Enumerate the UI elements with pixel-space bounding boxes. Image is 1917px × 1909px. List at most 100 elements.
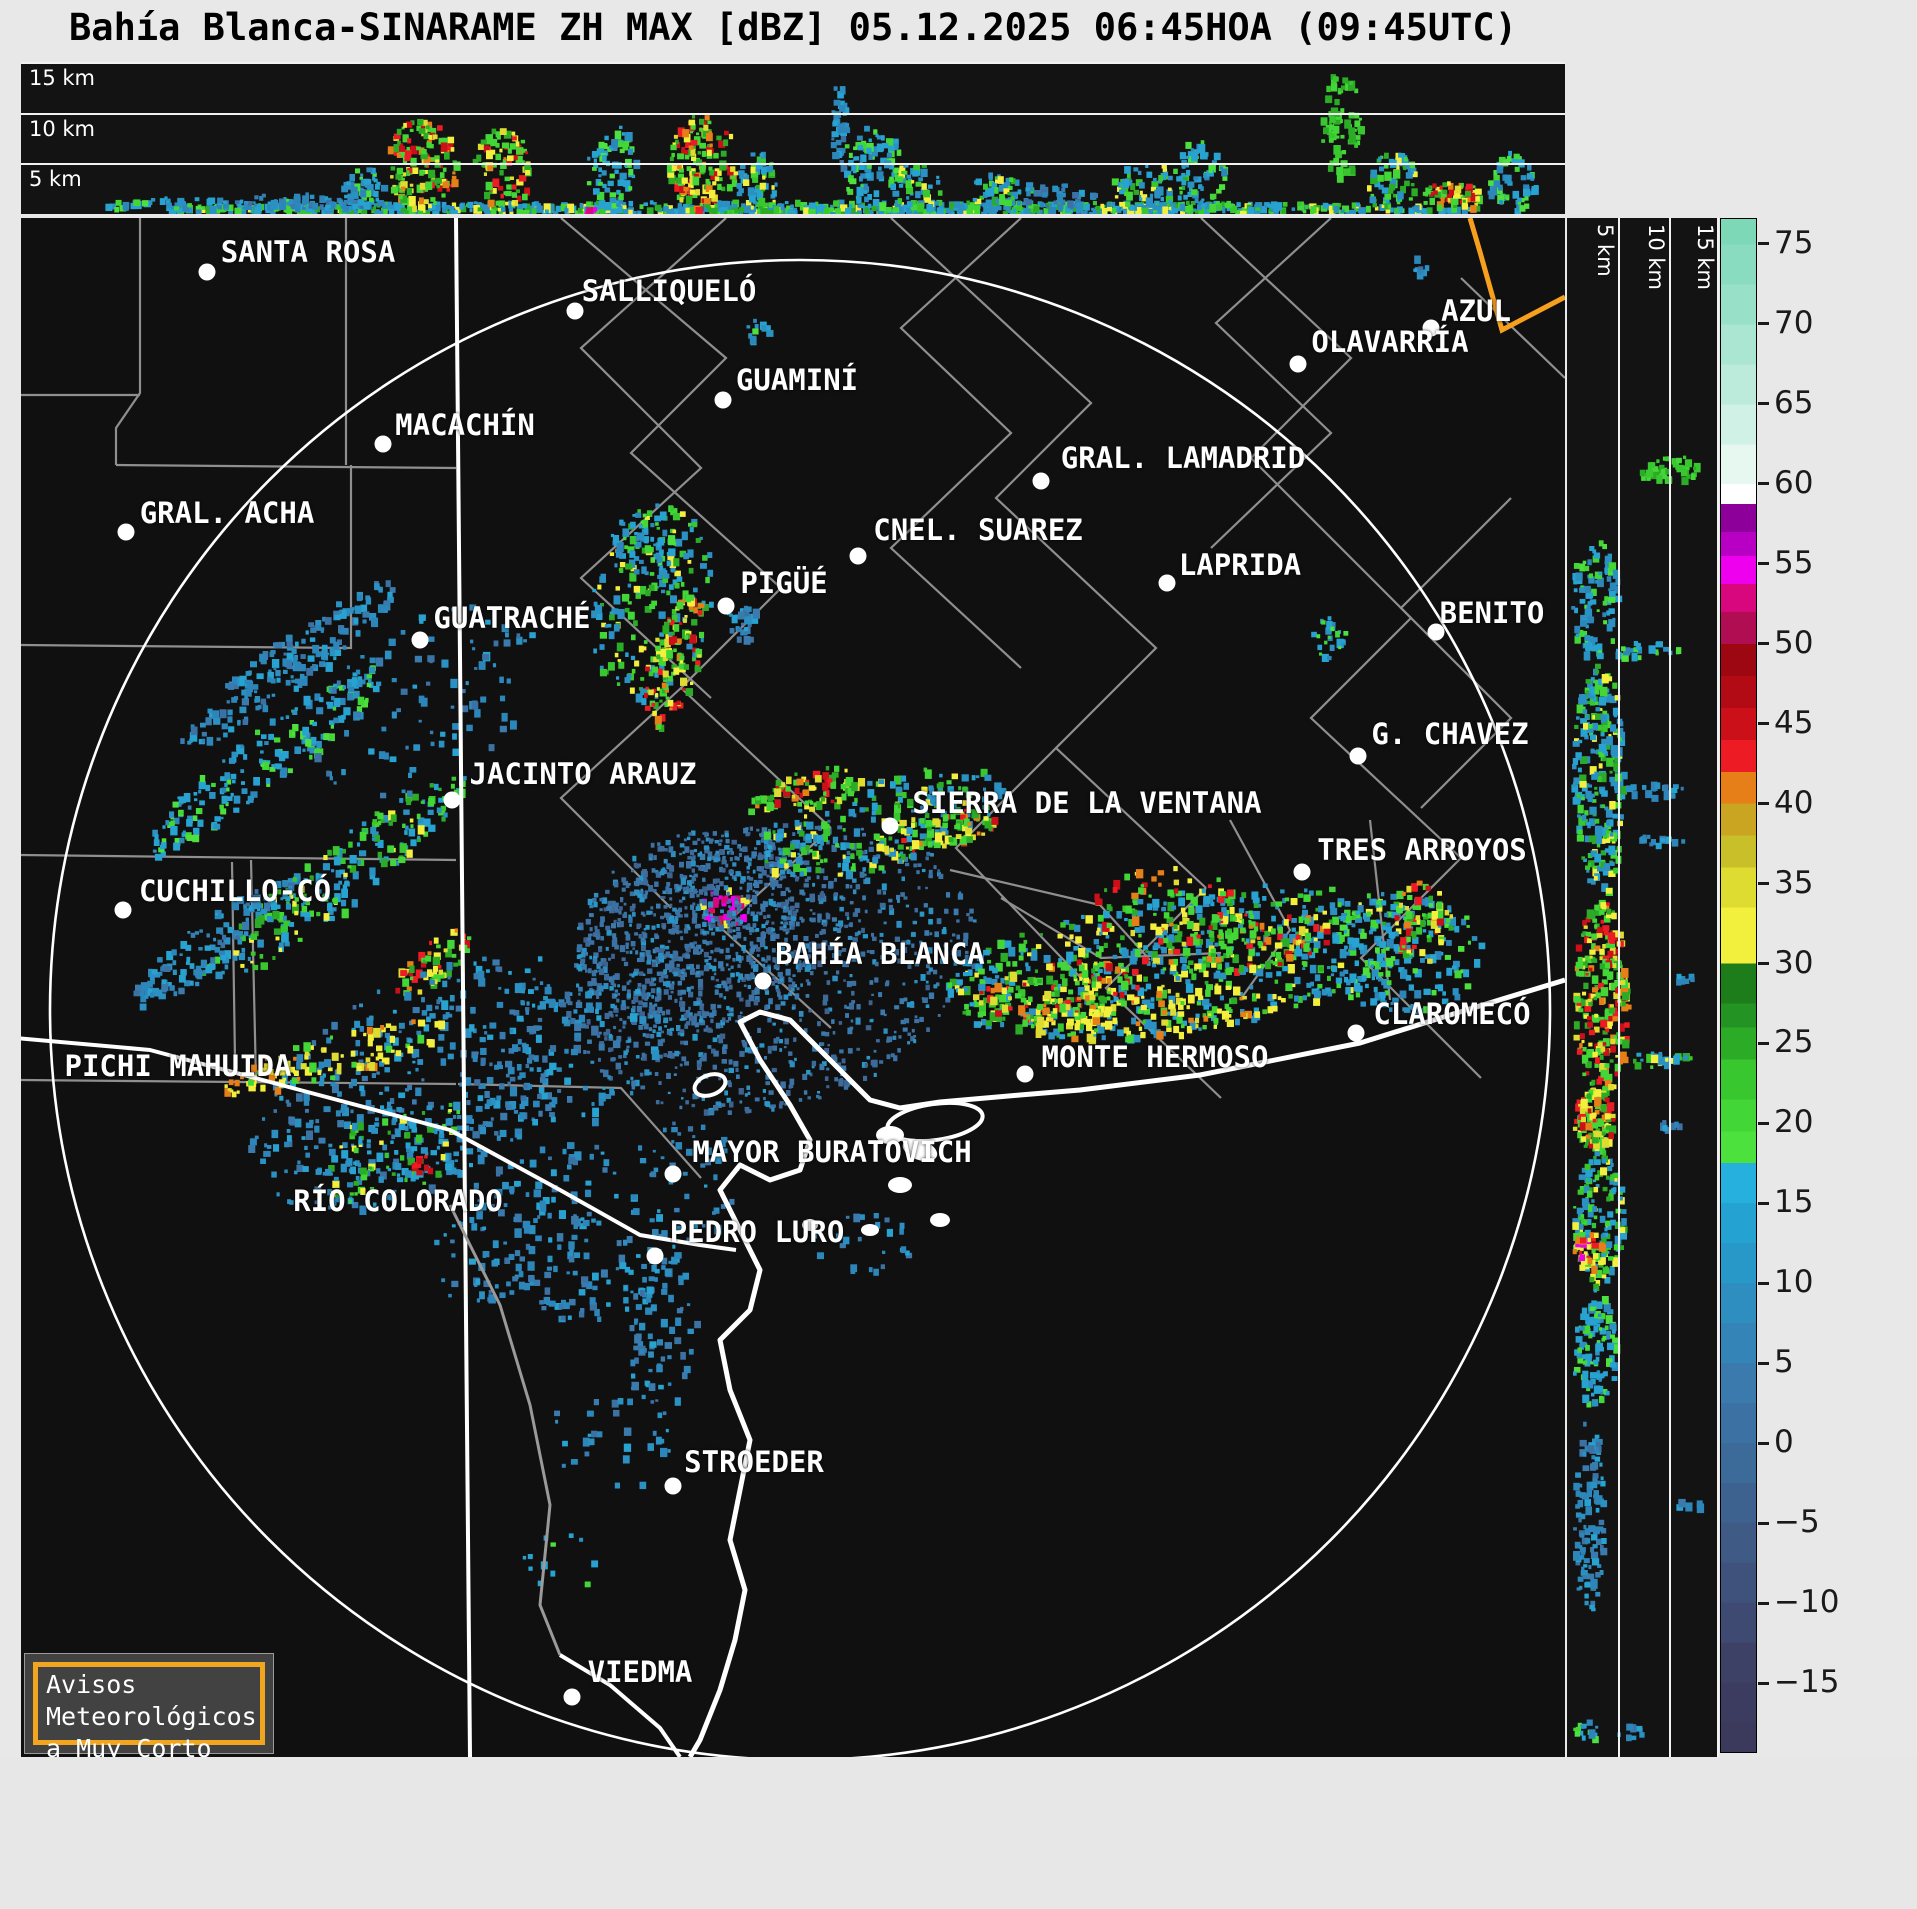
city-dot <box>1016 1065 1034 1083</box>
warning-line2: a Muy Corto Plazo <box>46 1734 212 1757</box>
top-axis-label-5km: 5 km <box>29 167 82 191</box>
top-echo-layer <box>105 74 1539 214</box>
city-dot <box>1349 747 1367 765</box>
colorbar-tick-label: −5 <box>1774 1504 1820 1541</box>
city-label-claromec-: CLAROMECÓ <box>1373 997 1531 1031</box>
colorbar-tick <box>1758 402 1769 406</box>
colorbar-tick <box>1758 482 1769 486</box>
colorbar-tick <box>1758 1201 1769 1205</box>
colorbar-tick <box>1758 1281 1769 1285</box>
city-dot <box>1422 319 1440 337</box>
city-label-cuchillo-c-: CUCHILLO-CÓ <box>138 874 332 908</box>
city-label-azul: AZUL <box>1441 294 1511 328</box>
colorbar-tick <box>1758 1681 1769 1685</box>
right-10km-line <box>1669 218 1671 1757</box>
city-dot <box>1032 472 1050 490</box>
city-label-cnel-suarez: CNEL. SUAREZ <box>873 513 1083 547</box>
city-label-macach-n: MACACHÍN <box>395 408 535 442</box>
colorbar-tick-label: −10 <box>1774 1584 1840 1621</box>
colorbar-tick-label: 70 <box>1774 304 1814 341</box>
colorbar-tick <box>1758 642 1769 646</box>
city-label-pichi-mahuida: PICHI MAHUIDA <box>64 1049 292 1083</box>
top-axis-label-15km: 15 km <box>29 66 96 90</box>
city-label-guamin-: GUAMINÍ <box>735 363 859 397</box>
colorbar-tick-label: 55 <box>1774 544 1814 581</box>
city-dot <box>849 547 867 565</box>
city-dot <box>411 631 429 649</box>
coast-rivers-rings-layer <box>21 218 1565 1757</box>
city-dot <box>646 1247 664 1265</box>
warning-box[interactable]: Avisos Meteorológicos a Muy Corto Plazo <box>24 1653 274 1757</box>
city-label-r-o-colorado: RÍO COLORADO <box>293 1184 503 1218</box>
city-dot <box>1158 574 1176 592</box>
city-label-pedro-luro: PEDRO LURO <box>669 1215 845 1249</box>
city-label-benito: BENITO <box>1439 596 1545 630</box>
city-label-guatrach-: GUATRACHÉ <box>433 601 591 635</box>
colorbar-tick <box>1758 722 1769 726</box>
colorbar-tick <box>1758 562 1769 566</box>
right-axis-label-15km: 15 km <box>1693 224 1717 291</box>
colorbar-tick <box>1758 962 1769 965</box>
right-axis-label-5km: 5 km <box>1593 224 1617 277</box>
colorbar-tick <box>1758 802 1769 806</box>
top-10km-line <box>21 113 1565 115</box>
city-dot <box>114 901 132 919</box>
top-15km-line <box>21 62 1565 64</box>
colorbar-tick <box>1758 1121 1769 1125</box>
colorbar-tick-label: 5 <box>1774 1344 1794 1381</box>
colorbar-tick-label: 30 <box>1774 944 1814 981</box>
city-dot <box>566 302 584 320</box>
city-label-tres-arroyos: TRES ARROYOS <box>1317 833 1527 867</box>
colorbar-tick-label: 15 <box>1774 1184 1814 1221</box>
city-label-gral-lamadrid: GRAL. LAMADRID <box>1060 441 1306 475</box>
colorbar-tick-label: −15 <box>1774 1664 1840 1701</box>
city-label-g-chavez: G. CHAVEZ <box>1371 717 1529 751</box>
colorbar-tick <box>1758 322 1769 326</box>
colorbar-tick-label: 40 <box>1774 784 1814 821</box>
top-axis-label-10km: 10 km <box>29 117 96 141</box>
city-label-gral-acha: GRAL. ACHA <box>139 496 315 530</box>
city-dot <box>664 1165 682 1183</box>
product-title: Bahía Blanca-SINARAME ZH MAX [dBZ] 05.12… <box>69 6 1517 49</box>
colorbar-tick-label: 75 <box>1774 224 1814 261</box>
colorbar-tick-label: 45 <box>1774 704 1814 741</box>
city-dot <box>1289 355 1307 373</box>
dbz-colorbar <box>1720 218 1757 1753</box>
colorbar-tick <box>1758 1361 1769 1365</box>
colorbar-tick-label: 50 <box>1774 624 1814 661</box>
city-dot <box>717 597 735 615</box>
city-dot <box>1427 623 1445 641</box>
colorbar-tick <box>1758 1441 1769 1445</box>
city-label-laprida: LAPRIDA <box>1178 548 1302 582</box>
map-echo-layer <box>133 255 1486 1588</box>
right-5km-line <box>1618 218 1620 1757</box>
colorbar-tick-label: 0 <box>1774 1424 1794 1461</box>
colorbar-tick-label: 10 <box>1774 1264 1814 1301</box>
city-dot <box>198 263 216 281</box>
city-dot <box>374 435 392 453</box>
city-dot <box>117 523 135 541</box>
city-label-mayor-buratovich: MAYOR BURATOVICH <box>692 1135 972 1169</box>
top-cross-section-panel: 15 km 10 km 5 km <box>21 62 1565 214</box>
city-label-jacinto-arauz: JACINTO ARAUZ <box>469 757 697 791</box>
city-label-pig-: PIGÜÉ <box>740 566 828 600</box>
city-dot <box>881 817 899 835</box>
right-cross-section-panel: 5 km 10 km 15 km <box>1567 218 1719 1757</box>
warning-box-border: Avisos Meteorológicos a Muy Corto Plazo <box>33 1662 265 1757</box>
city-label-stroeder: STROEDER <box>684 1445 824 1479</box>
colorbar-tick-label: 35 <box>1774 864 1814 901</box>
colorbar-tick-label: 25 <box>1774 1024 1814 1061</box>
city-dot <box>754 972 772 990</box>
right-15km-line <box>1717 218 1719 1757</box>
city-label-bah-a-blanca: BAHÍA BLANCA <box>775 937 985 971</box>
right-echo-layer <box>1571 455 1705 1744</box>
top-5km-line <box>21 163 1565 165</box>
right-axis-label-10km: 10 km <box>1644 224 1668 291</box>
city-dot <box>664 1477 682 1495</box>
city-label-monte-hermoso: MONTE HERMOSO <box>1041 1040 1269 1074</box>
colorbar-tick <box>1758 882 1769 885</box>
city-dot <box>563 1688 581 1706</box>
city-label-sierra-de-la-ventana: SIERRA DE LA VENTANA <box>912 786 1262 820</box>
city-label-santa-rosa: SANTA ROSA <box>220 235 396 269</box>
